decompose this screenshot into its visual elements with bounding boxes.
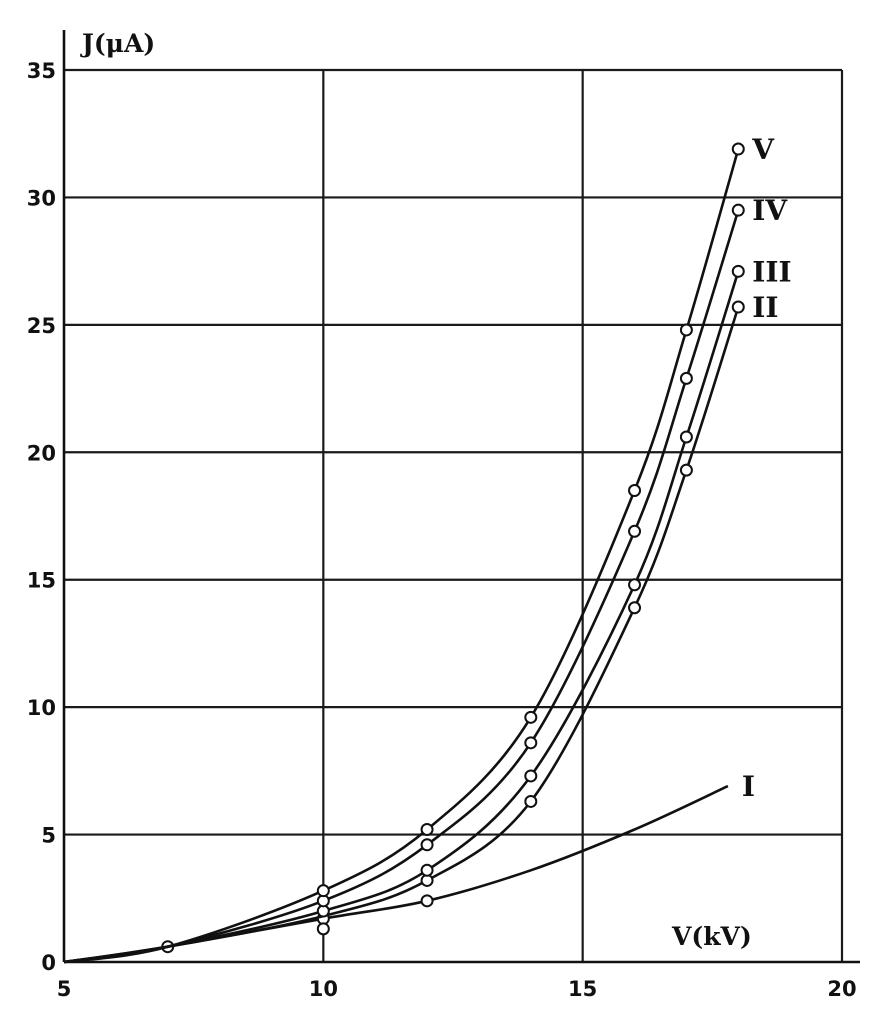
series-i: I xyxy=(63,770,755,964)
series-line xyxy=(63,784,729,964)
series-ii: II xyxy=(63,291,778,964)
y-axis-title: J(μA) xyxy=(80,29,155,58)
axes xyxy=(62,30,860,964)
data-point xyxy=(628,524,642,538)
y-tick-label: 30 xyxy=(27,186,56,210)
data-point xyxy=(524,736,538,750)
data-point xyxy=(679,371,693,385)
y-tick-label: 35 xyxy=(27,59,56,83)
x-tick-label: 5 xyxy=(57,977,72,1001)
data-point xyxy=(524,794,538,808)
series-v: V xyxy=(63,133,775,964)
y-tick-label: 10 xyxy=(27,696,56,720)
series-line xyxy=(63,148,740,964)
series-label: III xyxy=(752,255,791,288)
y-tick-label: 25 xyxy=(27,314,56,338)
series-line xyxy=(63,270,740,964)
data-point xyxy=(731,300,745,314)
y-tick-label: 15 xyxy=(27,569,56,593)
y-tick-label: 20 xyxy=(27,441,56,465)
y-tick-label: 0 xyxy=(41,951,56,975)
data-point xyxy=(420,894,434,908)
series-label: IV xyxy=(752,194,788,227)
data-point xyxy=(679,323,693,337)
data-point xyxy=(679,430,693,444)
series-label: I xyxy=(742,770,755,803)
series-label: V xyxy=(751,133,775,166)
data-point xyxy=(628,484,642,498)
data-point xyxy=(731,203,745,217)
y-tick-label: 5 xyxy=(41,824,56,848)
series-iv: IV xyxy=(63,194,788,964)
data-point xyxy=(628,578,642,592)
x-axis-title: V(kV) xyxy=(671,922,752,951)
series-iii: III xyxy=(63,255,792,964)
x-tick-label: 20 xyxy=(827,977,856,1001)
data-point xyxy=(420,822,434,836)
data-point xyxy=(316,922,330,936)
x-tick-label: 15 xyxy=(568,977,597,1001)
data-point xyxy=(628,601,642,615)
series-label: II xyxy=(752,291,778,324)
data-point xyxy=(679,463,693,477)
data-point xyxy=(731,142,745,156)
data-point xyxy=(420,863,434,877)
data-point xyxy=(420,838,434,852)
x-tick-label: 10 xyxy=(309,977,338,1001)
data-point xyxy=(731,264,745,278)
data-point xyxy=(524,769,538,783)
data-point xyxy=(316,884,330,898)
data-point xyxy=(524,710,538,724)
grid xyxy=(64,68,844,962)
